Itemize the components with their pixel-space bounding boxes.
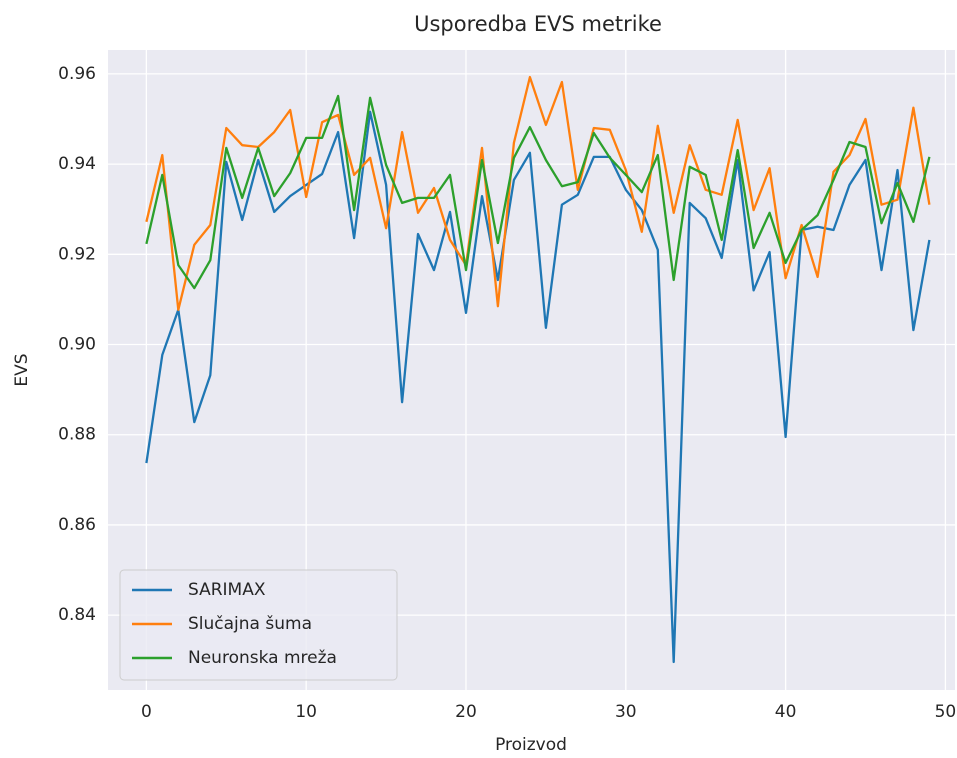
y-tick-label: 0.90 [58,335,96,355]
x-tick-label: 40 [775,702,797,722]
y-tick-label: 0.96 [58,64,96,84]
legend-label: SARIMAX [188,580,266,600]
x-tick-label: 20 [455,702,477,722]
y-tick-label: 0.92 [58,244,96,264]
y-tick-label: 0.88 [58,425,96,445]
line-series [145,110,931,664]
legend-label: Slučajna šuma [188,614,312,634]
x-tick-label: 10 [295,702,317,722]
x-tick-label: 0 [141,702,152,722]
y-axis-label: EVS [12,353,32,386]
chart-title: Usporedba EVS metrike [414,12,662,36]
legend-box [119,569,398,681]
y-tick-label: 0.84 [58,605,96,625]
legend-label: Neuronska mreža [188,648,337,668]
line-series [145,94,931,290]
x-tick-label: 50 [935,702,957,722]
x-axis-label: Proizvod [495,735,567,755]
x-tick-label: 30 [615,702,637,722]
y-tick-label: 0.86 [58,515,96,535]
y-tick-label: 0.94 [58,154,96,174]
